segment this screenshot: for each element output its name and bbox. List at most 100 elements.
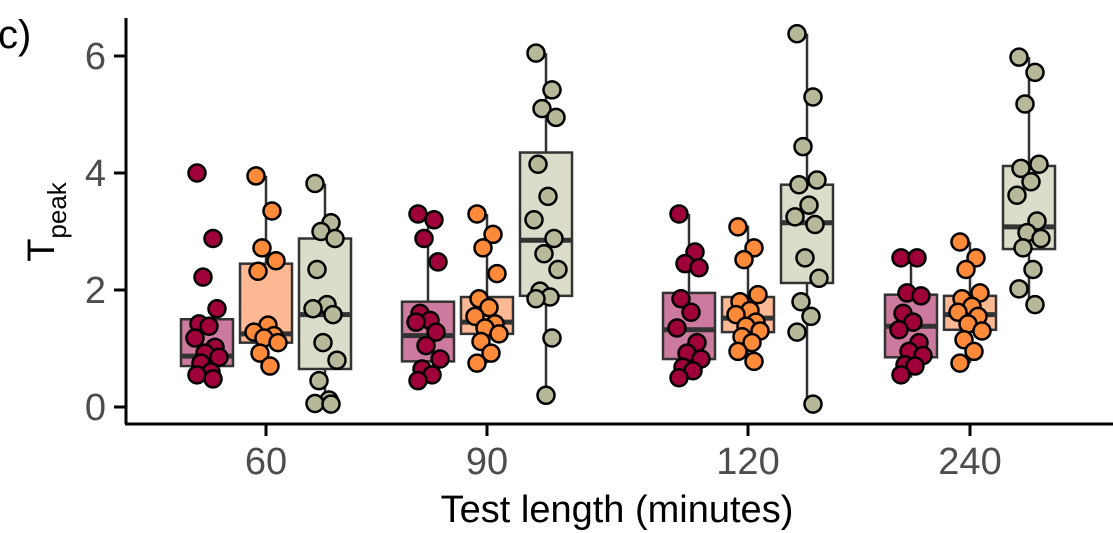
data-point bbox=[681, 302, 701, 322]
data-point bbox=[891, 365, 911, 385]
data-point bbox=[807, 170, 827, 190]
data-point bbox=[187, 163, 207, 183]
data-point bbox=[809, 268, 829, 289]
data-point bbox=[260, 356, 280, 376]
data-point bbox=[538, 186, 558, 207]
data-point bbox=[542, 328, 562, 348]
data-point bbox=[203, 369, 223, 389]
data-point bbox=[266, 251, 286, 271]
data-point bbox=[891, 248, 911, 268]
data-point bbox=[473, 238, 493, 258]
x-tick-label: 90 bbox=[466, 441, 508, 483]
data-point bbox=[1007, 185, 1027, 205]
data-point bbox=[416, 335, 436, 356]
data-layer bbox=[179, 24, 1057, 414]
data-point bbox=[728, 341, 748, 362]
data-point bbox=[327, 350, 347, 370]
data-point bbox=[1025, 62, 1045, 83]
data-point bbox=[1013, 238, 1033, 258]
data-point bbox=[548, 259, 568, 280]
data-point bbox=[487, 263, 507, 284]
y-tick-label: 2 bbox=[85, 270, 106, 312]
data-point bbox=[526, 43, 546, 63]
data-point bbox=[262, 201, 282, 221]
data-point bbox=[325, 228, 345, 249]
data-point bbox=[526, 289, 546, 309]
data-point bbox=[252, 238, 272, 258]
data-point bbox=[544, 228, 564, 249]
x-tick-label: 60 bbox=[245, 441, 287, 483]
data-point bbox=[791, 291, 811, 312]
data-point bbox=[408, 370, 428, 391]
data-point bbox=[250, 343, 270, 363]
data-point bbox=[907, 248, 927, 268]
data-point bbox=[248, 261, 268, 282]
data-point bbox=[1009, 279, 1029, 299]
data-point bbox=[207, 298, 227, 319]
data-point bbox=[803, 394, 823, 414]
axes-layer: 0 2 4 6 60 90 120 240 bbox=[85, 18, 1113, 483]
data-point bbox=[734, 249, 754, 270]
data-point bbox=[313, 332, 333, 353]
data-point bbox=[414, 228, 434, 249]
data-point bbox=[795, 248, 815, 268]
data-point bbox=[1023, 259, 1043, 280]
data-point bbox=[689, 258, 709, 278]
data-point bbox=[309, 370, 329, 391]
data-point bbox=[905, 356, 925, 376]
y-axis-title-subscript: peak bbox=[42, 181, 72, 238]
data-point bbox=[528, 154, 548, 174]
data-point bbox=[669, 368, 689, 388]
data-point bbox=[1021, 172, 1041, 192]
data-point bbox=[203, 228, 223, 249]
data-point bbox=[1025, 294, 1045, 315]
data-point bbox=[185, 328, 205, 348]
data-point bbox=[303, 298, 323, 319]
data-point bbox=[408, 204, 428, 224]
data-point bbox=[728, 217, 748, 237]
x-tick-label: 240 bbox=[938, 441, 1001, 483]
data-point bbox=[1009, 47, 1029, 67]
y-axis-title: Tpeak bbox=[21, 181, 72, 262]
data-point bbox=[1031, 228, 1051, 249]
data-point bbox=[542, 80, 562, 100]
data-point bbox=[481, 343, 501, 363]
data-point bbox=[748, 284, 768, 305]
data-point bbox=[950, 353, 970, 373]
y-tick-label: 0 bbox=[85, 387, 106, 429]
data-point bbox=[307, 259, 327, 280]
data-point bbox=[489, 324, 509, 344]
data-point bbox=[956, 259, 976, 280]
data-point bbox=[305, 393, 325, 414]
y-tick-label: 4 bbox=[85, 153, 106, 195]
x-tick-label: 120 bbox=[716, 441, 779, 483]
svg-text:Tpeak: Tpeak bbox=[21, 181, 72, 262]
data-point bbox=[789, 174, 809, 195]
data-point bbox=[532, 98, 552, 119]
data-point bbox=[524, 210, 544, 230]
data-point bbox=[187, 365, 207, 385]
data-point bbox=[805, 214, 825, 235]
data-point bbox=[424, 210, 444, 230]
data-point bbox=[911, 286, 931, 306]
data-point bbox=[193, 267, 213, 287]
data-point bbox=[742, 332, 762, 353]
data-point bbox=[671, 289, 691, 309]
data-point bbox=[426, 322, 446, 342]
data-point bbox=[546, 107, 566, 128]
data-point bbox=[534, 243, 554, 264]
data-point bbox=[209, 347, 229, 368]
data-point bbox=[479, 297, 499, 318]
data-point bbox=[1011, 158, 1031, 179]
data-point bbox=[972, 321, 992, 341]
data-point bbox=[483, 224, 503, 245]
data-point bbox=[889, 320, 909, 340]
data-point bbox=[803, 87, 823, 107]
data-point bbox=[787, 24, 807, 44]
panel-label: c) bbox=[0, 13, 31, 57]
data-point bbox=[799, 195, 819, 215]
data-point bbox=[467, 204, 487, 224]
data-point bbox=[536, 385, 556, 406]
data-point bbox=[305, 173, 325, 194]
